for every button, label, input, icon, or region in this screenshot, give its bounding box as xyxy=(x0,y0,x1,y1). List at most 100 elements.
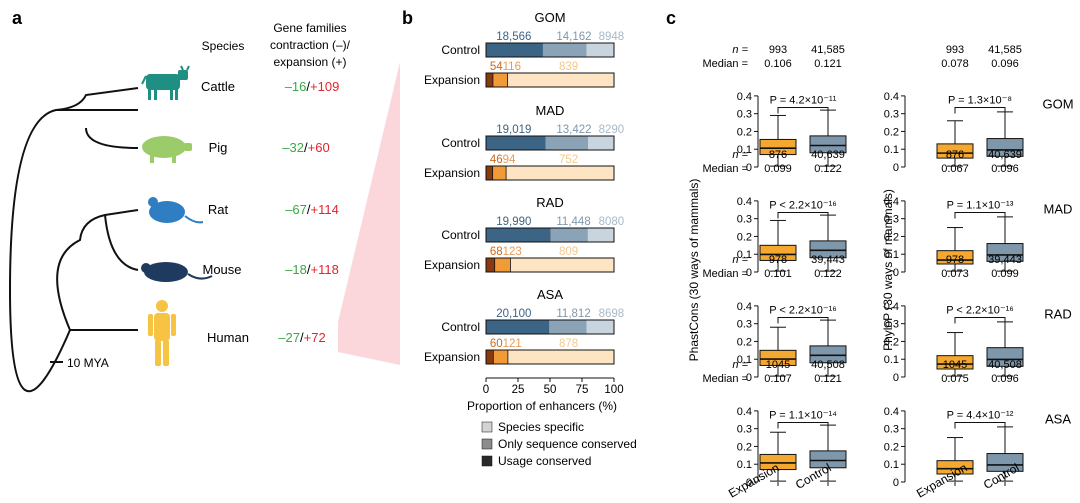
mouse-icon xyxy=(141,262,213,282)
control-bar-outline-asa xyxy=(485,319,615,335)
phastcons-asa-y-tick-label-0.3: 0.3 xyxy=(737,424,752,436)
phastcons-rad-n-1: 39,443 xyxy=(811,254,845,266)
expansion-count-usage-conserved-asa: 60 xyxy=(490,338,503,350)
expansion-segment-species-specific-gom xyxy=(507,73,614,87)
expansion-count-usage-conserved-rad: 68 xyxy=(490,246,503,258)
n-label-gom: n = xyxy=(732,44,748,56)
n-label-asa: n = xyxy=(732,359,748,371)
expansion-row-label-mad: Expansion xyxy=(424,166,480,180)
phastcons-asa-median-0: 0.107 xyxy=(764,373,792,385)
group-title-asa: ASA xyxy=(537,287,563,302)
phastcons-rad-median-1: 0.122 xyxy=(814,268,842,280)
phylop-asa-y-tick-label-0.4: 0.4 xyxy=(884,406,899,418)
phylop-gom-median-0: 0.078 xyxy=(941,58,969,70)
phylop-asa-box-control xyxy=(986,453,1024,472)
phylop-asa-significance-bracket xyxy=(954,421,1006,429)
phastcons-gom-box-expansion xyxy=(759,138,797,156)
phylop-gom-y-tick-label-0.1: 0.1 xyxy=(884,144,899,156)
phylop-asa-n-1: 40,508 xyxy=(988,359,1022,371)
expansion-count-sequence-conserved-rad: 123 xyxy=(503,246,522,258)
gene-families-header-line1: Gene families xyxy=(273,21,346,35)
control-count-usage-conserved-asa: 20,100 xyxy=(496,308,531,320)
phastcons-mad-y-tick-label-0.4: 0.4 xyxy=(737,196,752,208)
phastcons-asa-y-tick-label-0: 0 xyxy=(746,477,752,489)
phastcons-x-label-expansion: Expansion xyxy=(726,460,782,500)
phastcons-rad-box-expansion xyxy=(759,349,797,366)
phastcons-asa-n-1: 40,508 xyxy=(811,359,845,371)
expansion-segment-sequence-conserved-gom xyxy=(492,73,508,87)
expansion-segment-usage-conserved-rad xyxy=(486,258,495,272)
zoom-wedge xyxy=(338,62,400,365)
median-label-gom: Median = xyxy=(702,58,748,70)
phylop-asa-median-1: 0.096 xyxy=(991,373,1019,385)
legend-swatch-species-specific xyxy=(481,421,493,433)
phylop-rad-y-tick-label-0.3: 0.3 xyxy=(884,319,899,331)
phastcons-gom-n-0: 993 xyxy=(769,44,787,56)
gene-families-header-line2: contraction (–)/ xyxy=(270,38,351,52)
phastcons-mad-y-tick-label-0.2: 0.2 xyxy=(737,231,752,243)
legend-label-sequence-conserved: Only sequence conserved xyxy=(498,437,637,451)
phastcons-rad-n-0: 978 xyxy=(769,254,787,266)
phylop-asa-y-tick-label-0.1: 0.1 xyxy=(884,459,899,471)
scale-bar-label: 10 MYA xyxy=(67,356,109,370)
control-count-usage-conserved-rad: 19,990 xyxy=(496,216,531,228)
expansion-row-label-rad: Expansion xyxy=(424,258,480,272)
phylop-asa-n-0: 1045 xyxy=(943,359,967,371)
legend-label-usage-conserved: Usage conserved xyxy=(498,454,591,468)
phastcons-mad-median-0: 0.099 xyxy=(764,163,792,175)
tree-branch-upper xyxy=(9,109,138,291)
phastcons-asa-box-expansion xyxy=(759,453,797,471)
phylop-gom-y-tick-label-0: 0 xyxy=(893,162,899,174)
expansion-count-sequence-conserved-gom: 116 xyxy=(503,61,521,73)
phylop-gom-y-tick-label-0.4: 0.4 xyxy=(884,91,899,103)
expansion-segment-sequence-conserved-rad xyxy=(494,258,511,272)
median-label-rad: Median = xyxy=(702,268,748,280)
control-segment-sequence-conserved-rad xyxy=(550,228,588,242)
phastcons-asa-median-1: 0.121 xyxy=(814,373,842,385)
phastcons-gom-box-control xyxy=(809,135,847,154)
phylop-rad-median-0: 0.073 xyxy=(941,268,969,280)
expansion-segment-usage-conserved-mad xyxy=(486,166,493,180)
phastcons-mad-box-control xyxy=(809,240,847,259)
expansion-bar-outline-rad xyxy=(485,257,615,273)
phylop-rad-box-control xyxy=(986,347,1024,367)
phylop-gom-box-control xyxy=(986,138,1024,157)
phylop-rad-y-tick-label-0: 0 xyxy=(893,372,899,384)
expansion-segment-species-specific-asa xyxy=(507,350,614,364)
legend-label-species-specific: Species specific xyxy=(498,420,584,434)
group-title-rad: RAD xyxy=(536,195,563,210)
phylop-gom-significance-bracket xyxy=(954,106,1006,114)
phastcons-asa-y-tick-label-0.2: 0.2 xyxy=(737,441,752,453)
phylop-gom-median-1: 0.096 xyxy=(991,58,1019,70)
control-count-usage-conserved-gom: 18,566 xyxy=(496,31,531,43)
control-count-species-specific-mad: 8290 xyxy=(599,124,625,136)
phylop-gom-n-1: 41,585 xyxy=(988,44,1022,56)
control-segment-usage-conserved-gom xyxy=(486,43,543,57)
expansion-segment-species-specific-mad xyxy=(506,166,614,180)
phastcons-asa-p-value: P = 1.1×10⁻¹⁴ xyxy=(769,409,837,421)
phylop-gom-n-0: 993 xyxy=(946,44,964,56)
panel-c-label: c xyxy=(666,8,676,28)
control-row-label-asa: Control xyxy=(441,320,480,334)
x-tick-label-75: 75 xyxy=(576,384,589,396)
expansion-bar-outline-asa xyxy=(485,349,615,365)
phylop-rad-p-value: P < 2.2×10⁻¹⁶ xyxy=(946,304,1014,316)
expansion-segment-usage-conserved-asa xyxy=(486,350,494,364)
gene-change-cattle: –16/+109 xyxy=(285,79,340,94)
phastcons-asa-n-0: 1045 xyxy=(766,359,790,371)
group-title-mad: MAD xyxy=(536,103,565,118)
phylop-mad-y-tick-label-0.4: 0.4 xyxy=(884,196,899,208)
control-count-sequence-conserved-asa: 11,812 xyxy=(556,308,590,320)
phastcons-mad-box-expansion xyxy=(759,244,797,261)
expansion-count-usage-conserved-mad: 46 xyxy=(490,154,503,166)
phastcons-gom-y-tick-label-0.2: 0.2 xyxy=(737,126,752,138)
phylop-asa-y-tick-label-0.3: 0.3 xyxy=(884,424,899,436)
phylop-rad-n-0: 978 xyxy=(946,254,964,266)
control-segment-sequence-conserved-mad xyxy=(545,136,589,150)
phylop-gom-y-tick-label-0.3: 0.3 xyxy=(884,109,899,121)
gene-change-pig: –32/+60 xyxy=(282,140,329,155)
n-label-mad: n = xyxy=(732,149,748,161)
phylop-axis-title: PhyloP (30 ways of mammals) xyxy=(881,189,895,351)
phastcons-gom-median-1: 0.121 xyxy=(814,58,842,70)
